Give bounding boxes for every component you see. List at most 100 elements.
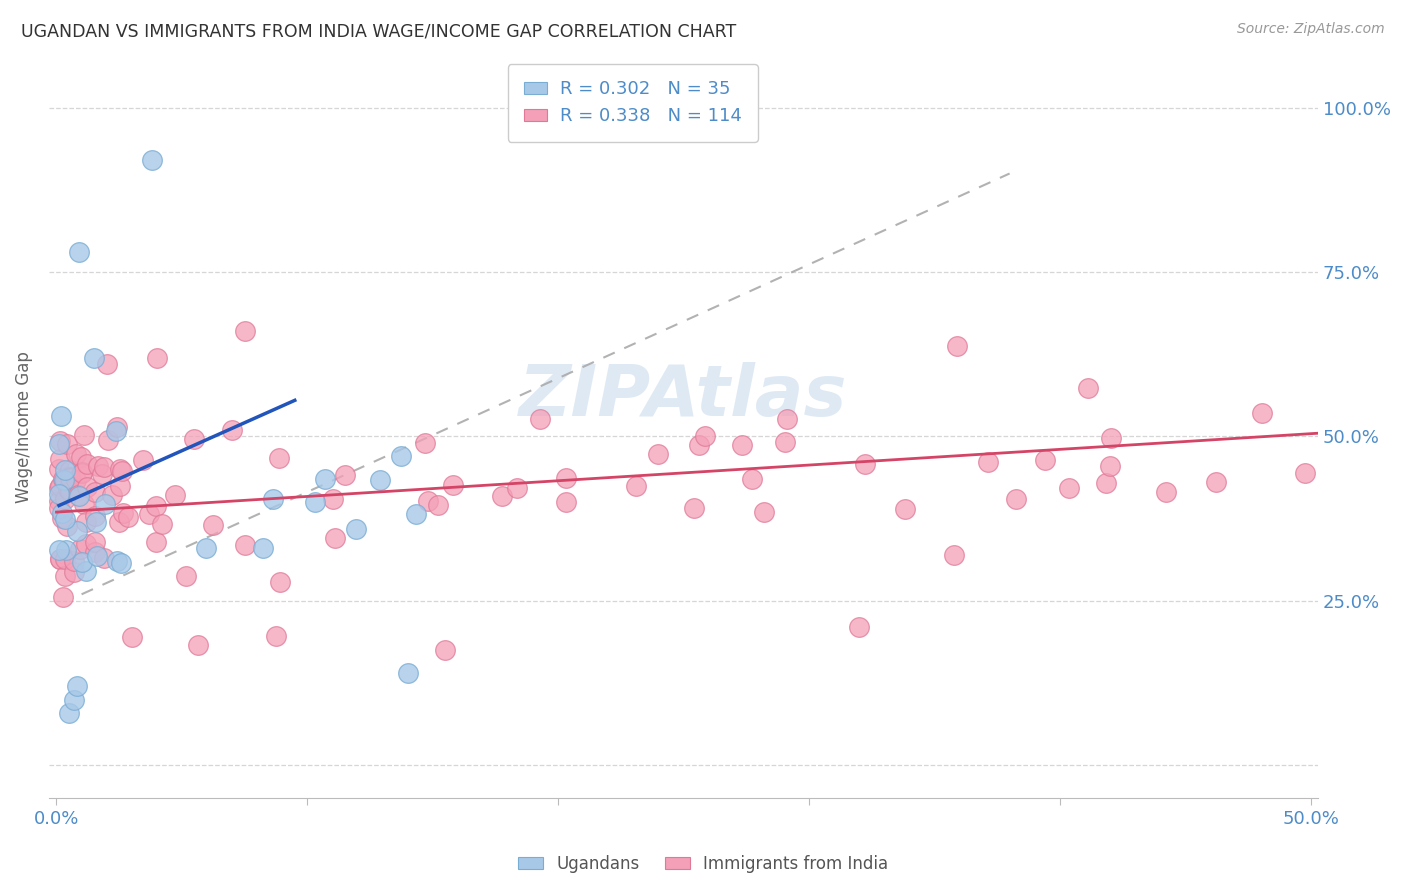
Point: [53, 511, 76, 525]
Point: [110, 557, 132, 571]
Point: [202, 517, 225, 532]
Point: [93, 551, 115, 566]
Point: [48, 542, 70, 557]
Point: [304, 495, 326, 509]
Point: [48, 551, 70, 566]
Point: [48, 436, 70, 450]
Point: [183, 432, 205, 446]
Point: [55, 437, 77, 451]
Point: [48, 482, 70, 496]
Point: [145, 535, 167, 549]
Point: [434, 643, 457, 657]
Point: [63, 554, 86, 568]
Point: [52, 473, 75, 487]
Point: [67, 245, 90, 260]
Point: [97, 434, 120, 448]
Point: [1251, 406, 1274, 420]
Point: [977, 455, 1000, 469]
Point: [333, 468, 356, 483]
Point: [555, 471, 578, 485]
Point: [67, 489, 90, 503]
Point: [262, 491, 284, 506]
Point: [105, 554, 128, 568]
Point: [396, 666, 419, 681]
Point: [100, 488, 122, 502]
Point: [1095, 475, 1118, 490]
Point: [946, 339, 969, 353]
Point: [91, 467, 114, 482]
Point: [70, 465, 93, 479]
Point: [59, 471, 82, 485]
Legend: Ugandans, Immigrants from India: Ugandans, Immigrants from India: [512, 848, 894, 880]
Point: [63, 692, 86, 706]
Point: [63, 565, 86, 579]
Point: [66, 488, 89, 502]
Point: [754, 505, 776, 519]
Point: [55, 463, 77, 477]
Point: [53, 492, 76, 507]
Point: [48, 500, 70, 515]
Text: UGANDAN VS IMMIGRANTS FROM INDIA WAGE/INCOME GAP CORRELATION CHART: UGANDAN VS IMMIGRANTS FROM INDIA WAGE/IN…: [21, 22, 737, 40]
Point: [368, 473, 391, 487]
Point: [731, 438, 754, 452]
Point: [389, 450, 412, 464]
Point: [853, 457, 876, 471]
Point: [235, 538, 257, 552]
Point: [195, 541, 218, 555]
Legend: R = 0.302   N = 35, R = 0.338   N = 114: R = 0.302 N = 35, R = 0.338 N = 114: [508, 64, 758, 142]
Point: [529, 412, 551, 426]
Point: [58, 463, 80, 477]
Point: [1033, 452, 1056, 467]
Point: [1099, 459, 1122, 474]
Point: [76, 480, 98, 494]
Point: [48, 462, 70, 476]
Point: [647, 447, 669, 461]
Point: [1099, 431, 1122, 445]
Point: [141, 153, 163, 168]
Point: [83, 545, 105, 559]
Point: [146, 351, 169, 365]
Point: [84, 534, 107, 549]
Point: [75, 537, 97, 551]
Text: ZIPAtlas: ZIPAtlas: [519, 362, 848, 432]
Point: [51, 511, 73, 525]
Point: [73, 497, 96, 511]
Point: [688, 438, 710, 452]
Point: [53, 568, 76, 582]
Point: [108, 462, 131, 476]
Point: [264, 629, 287, 643]
Point: [441, 478, 464, 492]
Point: [121, 630, 143, 644]
Point: [55, 542, 77, 557]
Point: [87, 459, 110, 474]
Point: [267, 451, 290, 466]
Point: [683, 500, 706, 515]
Point: [233, 324, 256, 338]
Point: [491, 489, 513, 503]
Point: [1005, 491, 1028, 506]
Point: [51, 506, 73, 520]
Point: [624, 479, 647, 493]
Y-axis label: Wage/Income Gap: Wage/Income Gap: [15, 351, 32, 502]
Point: [48, 494, 70, 508]
Point: [111, 464, 134, 478]
Point: [55, 551, 77, 566]
Point: [84, 484, 107, 499]
Point: [1294, 466, 1316, 480]
Point: [150, 516, 173, 531]
Point: [94, 497, 117, 511]
Point: [773, 434, 796, 449]
Point: [131, 453, 153, 467]
Point: [893, 502, 915, 516]
Point: [73, 427, 96, 442]
Point: [48, 487, 70, 501]
Point: [405, 508, 427, 522]
Point: [51, 409, 73, 423]
Point: [96, 357, 118, 371]
Point: [84, 515, 107, 529]
Point: [76, 515, 98, 529]
Point: [1154, 485, 1177, 500]
Point: [176, 569, 198, 583]
Point: [426, 498, 449, 512]
Point: [105, 420, 128, 434]
